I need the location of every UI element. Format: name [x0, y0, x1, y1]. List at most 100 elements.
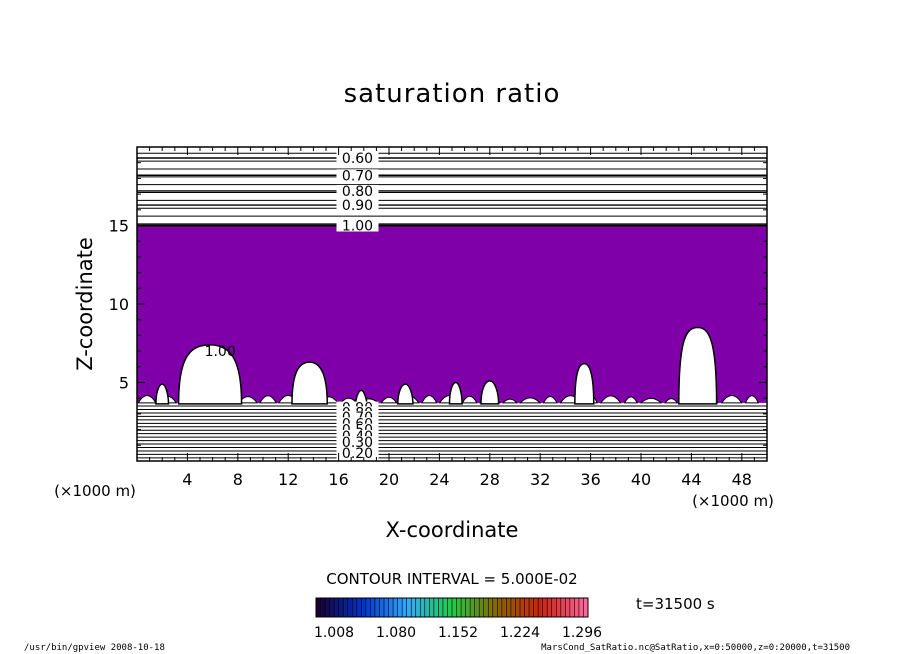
edge-bump — [461, 395, 478, 404]
colorbar-swatch — [547, 598, 553, 617]
colorbar-swatch — [479, 598, 485, 617]
cloud-top-7 — [480, 380, 500, 405]
colorbar-swatch — [420, 598, 426, 617]
contour-label-cloud: 1.00 — [205, 344, 236, 360]
colorbar-swatch — [461, 598, 467, 617]
colorbar-swatch — [488, 598, 494, 617]
colorbar: 1.008 1.080 1.152 1.224 1.296 — [314, 597, 602, 641]
x-axis: 4 8 12 16 20 24 28 32 36 40 44 48 — [149, 147, 755, 489]
colorbar-tick-label: 1.296 — [562, 625, 602, 641]
edge-bump — [542, 396, 558, 404]
edge-bump — [744, 395, 760, 404]
colorbar-swatch — [402, 598, 408, 617]
contour-lines — [137, 152, 767, 459]
colorbar-swatch — [524, 598, 530, 617]
contour-label-0.70: 0.70 — [342, 168, 373, 184]
colorbar-swatch — [397, 598, 403, 617]
colorbar-frame — [315, 597, 589, 618]
colorbar-swatch — [551, 598, 557, 617]
x-tick-label: 8 — [233, 470, 243, 489]
colorbar-swatch — [329, 598, 335, 617]
y-axis: 5 10 15 — [109, 162, 767, 446]
colorbar-swatch — [338, 598, 344, 617]
colorbar-swatch — [578, 598, 584, 617]
x-axis-label: X-coordinate — [386, 518, 519, 542]
y-tick-label: 5 — [119, 374, 129, 393]
colorbar-swatch — [506, 598, 512, 617]
edge-bump — [664, 398, 679, 404]
x-tick-label: 16 — [328, 470, 348, 489]
colorbar-swatch — [379, 598, 385, 617]
colorbar-swatch — [474, 598, 480, 617]
colorbar-swatch — [370, 598, 376, 617]
cloud-top-2 — [177, 344, 243, 405]
x-tick-label: 20 — [379, 470, 399, 489]
colorbar-swatch — [583, 598, 589, 617]
x-tick-label: 4 — [182, 470, 192, 489]
x-unit-right: (×1000 m) — [692, 492, 774, 510]
colorbar-tick-label: 1.080 — [376, 625, 416, 641]
contour-label-bg — [336, 169, 379, 182]
saturated-region — [137, 225, 767, 405]
x-tick-label: 32 — [530, 470, 550, 489]
x-tick-label: 12 — [278, 470, 298, 489]
colorbar-swatch — [501, 598, 507, 617]
colorbar-swatch — [424, 598, 430, 617]
colorbar-swatch — [569, 598, 575, 617]
colorbar-swatch — [384, 598, 390, 617]
footer-left: /usr/bin/gpview 2008-10-18 — [24, 643, 165, 653]
footer-right: MarsCond_SatRatio.nc@SatRatio,x=0:50000,… — [541, 643, 850, 653]
colorbar-swatch — [334, 598, 340, 617]
colorbar-swatch — [429, 598, 435, 617]
time-label: t=31500 s — [636, 595, 715, 613]
colorbar-swatch — [442, 598, 448, 617]
contour-label-0.60: 0.60 — [342, 151, 373, 167]
contour-label-bg — [336, 199, 379, 212]
colorbar-swatch — [415, 598, 421, 617]
colorbar-swatch — [465, 598, 471, 617]
colorbar-swatch — [556, 598, 562, 617]
colorbar-swatch — [470, 598, 476, 617]
colorbar-swatch — [438, 598, 444, 617]
colorbar-swatch — [533, 598, 539, 617]
colorbar-swatch — [365, 598, 371, 617]
x-tick-label: 24 — [429, 470, 449, 489]
edge-bump — [258, 395, 278, 404]
y-tick-label: 10 — [109, 295, 129, 314]
colorbar-swatch — [406, 598, 412, 617]
colorbar-swatch — [352, 598, 358, 617]
edge-bump — [639, 397, 663, 404]
cloud-top-1 — [155, 383, 170, 405]
contour-label-bg — [336, 447, 379, 460]
contour-label-0.90: 0.90 — [342, 198, 373, 214]
colorbar-tick-label: 1.008 — [314, 625, 354, 641]
colorbar-swatch — [565, 598, 571, 617]
edge-bump — [380, 396, 398, 404]
contour-label-0.20: 0.20 — [342, 446, 373, 462]
x-tick-label: 40 — [631, 470, 651, 489]
contour-labels: 0.600.700.800.901.000.900.800.700.600.50… — [205, 151, 379, 462]
cloud-top-8 — [574, 362, 595, 405]
edge-bump — [720, 394, 743, 404]
colorbar-swatch — [574, 598, 580, 617]
y-axis-label: Z-coordinate — [73, 237, 97, 371]
colorbar-swatch — [393, 598, 399, 617]
colorbar-swatch — [456, 598, 462, 617]
colorbar-swatch — [374, 598, 380, 617]
contour-interval: CONTOUR INTERVAL = 5.000E-02 — [326, 570, 577, 588]
cloud-top-5 — [397, 383, 414, 405]
colorbar-swatch — [515, 598, 521, 617]
x-unit-left: (×1000 m) — [54, 482, 136, 500]
cloud-top-6 — [448, 381, 463, 405]
colorbar-swatch — [433, 598, 439, 617]
colorbar-swatch — [316, 598, 322, 617]
x-tick-label: 44 — [681, 470, 701, 489]
colorbar-swatch — [361, 598, 367, 617]
y-tick-label: 15 — [109, 217, 129, 236]
chart-title: saturation ratio — [344, 79, 561, 109]
colorbar-swatch — [492, 598, 498, 617]
colorbar-swatch — [320, 598, 326, 617]
edge-bump — [519, 397, 542, 404]
x-tick-label: 48 — [732, 470, 752, 489]
cloud-top-9 — [678, 326, 718, 405]
